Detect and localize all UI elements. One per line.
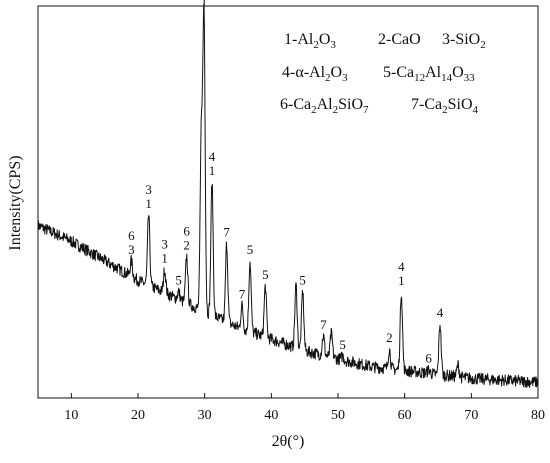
legend-text-part: SiO: [448, 96, 473, 113]
peak-label: 4: [398, 259, 405, 274]
legend-subscript: 2: [333, 104, 339, 116]
peak-label: 2: [183, 237, 190, 252]
legend-text-part: 2-CaO: [378, 31, 421, 48]
legend-subscript: 33: [464, 72, 476, 84]
legend-subscript: 2: [442, 104, 448, 116]
peak-label: 7: [320, 317, 327, 332]
legend-entry: 5-Ca12Al14O33: [383, 64, 475, 84]
peak-labels: 6331315624141775557524164: [128, 0, 444, 365]
peak-label: 1: [209, 163, 216, 178]
peak-label: 5: [262, 267, 269, 282]
peak-label: 4: [437, 305, 444, 320]
x-tick-label: 40: [264, 408, 278, 423]
legend-subscript: 14: [441, 72, 453, 84]
plot-frame: [37, 5, 539, 399]
x-tick-label: 50: [331, 408, 345, 423]
legend-subscript: 12: [414, 72, 425, 84]
peak-label: 2: [386, 330, 393, 345]
legend-entry: 2-CaO: [378, 31, 421, 48]
peak-label: 6: [425, 350, 432, 365]
peak-label: 1: [201, 0, 208, 10]
legend-subscript: 3: [330, 39, 336, 51]
x-tick-label: 60: [398, 408, 412, 423]
legend-text-part: O: [319, 31, 331, 48]
legend-subscript: 2: [480, 39, 486, 51]
x-tick-label: 80: [531, 408, 545, 423]
x-tick-label: 20: [131, 408, 145, 423]
peak-label: 3: [161, 236, 168, 251]
peak-label: 5: [339, 337, 346, 352]
y-axis-title: Intensity(CPS): [7, 155, 24, 250]
legend-text-part: O: [452, 64, 464, 81]
legend-text-part: 6-Ca: [280, 96, 311, 113]
legend-subscript: 2: [311, 104, 317, 116]
legend-text-part: O: [331, 64, 343, 81]
peak-label: 6: [128, 228, 135, 243]
peak-label: 4: [209, 149, 216, 164]
legend-text-part: 4-α-Al: [282, 64, 326, 81]
xrd-pattern-line: [37, 3, 539, 389]
peak-label: 6: [183, 223, 190, 238]
legend-subscript: 3: [342, 72, 348, 84]
legend-text-part: 3-SiO: [442, 31, 480, 48]
legend-entry: 7-Ca2SiO4: [411, 96, 479, 116]
peak-label: 1: [161, 250, 168, 265]
legend-text-part: 5-Ca: [383, 64, 414, 81]
legend-text-part: SiO: [338, 96, 363, 113]
legend-entry: 3-SiO2: [442, 31, 486, 51]
legend-subscript: 2: [325, 72, 331, 84]
peak-label: 7: [223, 225, 230, 240]
peak-label: 3: [128, 242, 135, 257]
legend-entry: 1-Al2O3: [284, 31, 336, 51]
legend-subscript: 7: [363, 104, 369, 116]
legend-text-part: 1-Al: [284, 31, 314, 48]
peak-label: 5: [247, 242, 254, 257]
x-tick-label: 30: [198, 408, 212, 423]
peak-label: 7: [239, 286, 246, 301]
legend-entry: 4-α-Al2O3: [282, 64, 348, 84]
peak-label: 5: [175, 273, 182, 288]
x-axis-title: 2θ(°): [272, 433, 305, 450]
x-axis: 10 20 30 40 50 60 70 80: [64, 393, 545, 423]
peak-label: 5: [299, 272, 306, 287]
legend-subscript: 2: [313, 39, 319, 51]
legend-subscript: 4: [473, 104, 479, 116]
legend-entry: 6-Ca2Al2SiO7: [280, 96, 369, 116]
peak-label: 1: [145, 196, 152, 211]
x-tick-label: 10: [64, 408, 78, 423]
legend-text-part: 7-Ca: [411, 96, 442, 113]
legend-text-part: Al: [317, 96, 334, 113]
legend-text-part: Al: [425, 64, 442, 81]
x-tick-label: 70: [464, 408, 478, 423]
peak-label: 1: [398, 273, 405, 288]
peak-label: 3: [145, 182, 152, 197]
